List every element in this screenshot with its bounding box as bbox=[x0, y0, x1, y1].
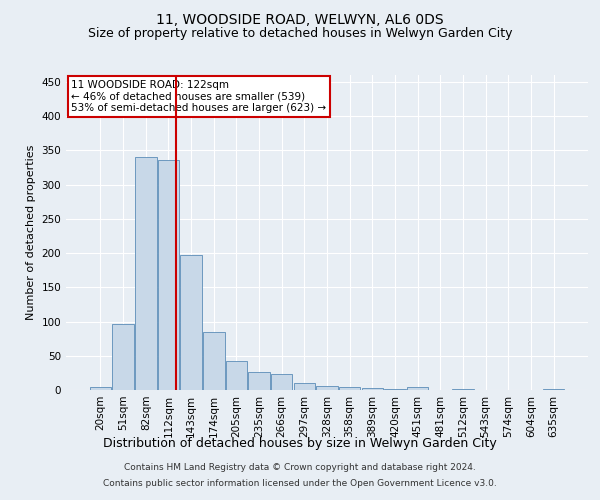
Bar bbox=[158, 160, 179, 390]
Bar bbox=[226, 361, 247, 390]
Bar bbox=[339, 388, 361, 390]
Bar bbox=[203, 332, 224, 390]
Text: 11, WOODSIDE ROAD, WELWYN, AL6 0DS: 11, WOODSIDE ROAD, WELWYN, AL6 0DS bbox=[156, 12, 444, 26]
Text: Contains public sector information licensed under the Open Government Licence v3: Contains public sector information licen… bbox=[103, 478, 497, 488]
Bar bbox=[293, 383, 315, 390]
Bar bbox=[316, 386, 338, 390]
Text: Size of property relative to detached houses in Welwyn Garden City: Size of property relative to detached ho… bbox=[88, 28, 512, 40]
Bar bbox=[271, 374, 292, 390]
Bar bbox=[135, 157, 157, 390]
Y-axis label: Number of detached properties: Number of detached properties bbox=[26, 145, 36, 320]
Bar bbox=[90, 386, 111, 390]
Bar bbox=[543, 388, 564, 390]
Bar bbox=[248, 372, 270, 390]
Text: Distribution of detached houses by size in Welwyn Garden City: Distribution of detached houses by size … bbox=[103, 438, 497, 450]
Bar bbox=[181, 255, 202, 390]
Text: Contains HM Land Registry data © Crown copyright and database right 2024.: Contains HM Land Registry data © Crown c… bbox=[124, 464, 476, 472]
Bar bbox=[112, 324, 134, 390]
Bar bbox=[362, 388, 383, 390]
Bar bbox=[407, 388, 428, 390]
Text: 11 WOODSIDE ROAD: 122sqm
← 46% of detached houses are smaller (539)
53% of semi-: 11 WOODSIDE ROAD: 122sqm ← 46% of detach… bbox=[71, 80, 326, 113]
